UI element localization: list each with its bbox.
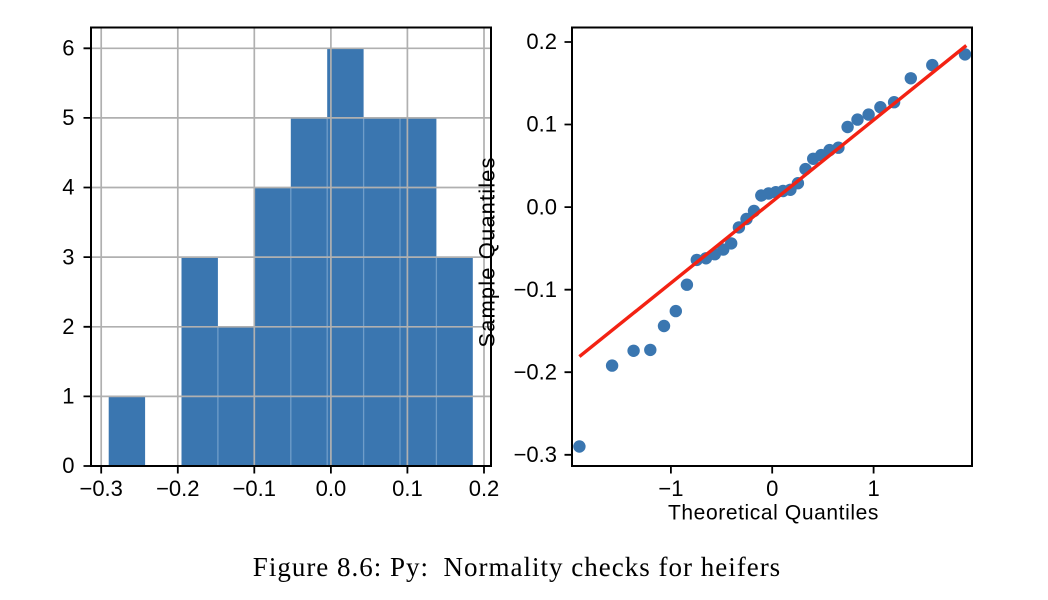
- svg-text:6: 6: [62, 36, 74, 61]
- svg-text:1: 1: [867, 476, 879, 501]
- svg-text:3: 3: [62, 244, 74, 269]
- svg-text:Figure 8.6: Py: Normality chec: Figure 8.6: Py: Normality checks for hei…: [253, 552, 781, 582]
- svg-text:Sample Quantiles: Sample Quantiles: [475, 156, 500, 347]
- svg-text:5: 5: [62, 105, 74, 130]
- svg-text:−0.3: −0.3: [79, 476, 122, 501]
- svg-text:0: 0: [766, 476, 778, 501]
- svg-text:−0.3: −0.3: [514, 442, 557, 467]
- svg-text:−0.1: −0.1: [514, 277, 557, 302]
- svg-text:Theoretical Quantiles: Theoretical Quantiles: [668, 502, 879, 525]
- svg-text:0.2: 0.2: [526, 29, 557, 54]
- svg-text:0: 0: [62, 453, 74, 478]
- svg-text:0.2: 0.2: [469, 476, 500, 501]
- svg-text:2: 2: [62, 314, 74, 339]
- svg-text:−0.2: −0.2: [156, 476, 199, 501]
- svg-text:0.1: 0.1: [392, 476, 423, 501]
- svg-text:4: 4: [62, 175, 74, 200]
- svg-text:−0.1: −0.1: [233, 476, 276, 501]
- svg-text:−0.2: −0.2: [514, 359, 557, 384]
- svg-text:0.1: 0.1: [526, 112, 557, 137]
- svg-text:0.0: 0.0: [526, 194, 557, 219]
- svg-text:0.0: 0.0: [316, 476, 347, 501]
- svg-text:−1: −1: [658, 476, 683, 501]
- svg-text:1: 1: [62, 384, 74, 409]
